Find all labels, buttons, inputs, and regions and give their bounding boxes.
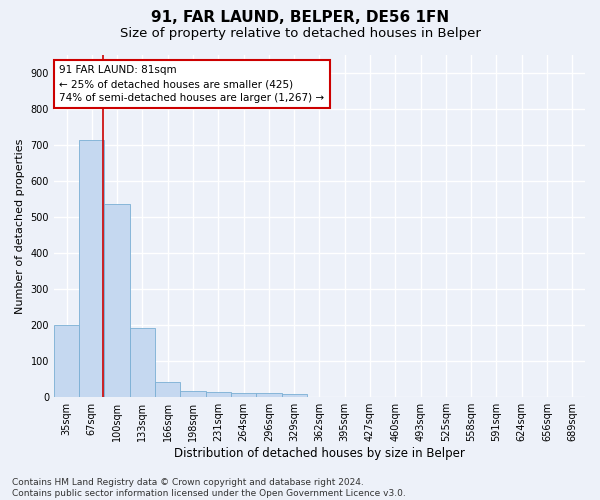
Text: 91 FAR LAUND: 81sqm
← 25% of detached houses are smaller (425)
74% of semi-detac: 91 FAR LAUND: 81sqm ← 25% of detached ho… — [59, 66, 325, 104]
Bar — [104, 204, 130, 397]
Bar — [281, 394, 307, 397]
Text: Size of property relative to detached houses in Belper: Size of property relative to detached ho… — [119, 28, 481, 40]
Bar — [54, 324, 79, 397]
Bar — [231, 393, 256, 397]
Bar — [206, 392, 231, 397]
Text: 91, FAR LAUND, BELPER, DE56 1FN: 91, FAR LAUND, BELPER, DE56 1FN — [151, 10, 449, 25]
Y-axis label: Number of detached properties: Number of detached properties — [15, 138, 25, 314]
Bar — [181, 390, 206, 397]
Bar — [256, 394, 281, 397]
Bar — [79, 140, 104, 397]
Text: Contains HM Land Registry data © Crown copyright and database right 2024.
Contai: Contains HM Land Registry data © Crown c… — [12, 478, 406, 498]
Bar — [130, 328, 155, 397]
X-axis label: Distribution of detached houses by size in Belper: Distribution of detached houses by size … — [174, 447, 465, 460]
Bar — [155, 382, 181, 397]
